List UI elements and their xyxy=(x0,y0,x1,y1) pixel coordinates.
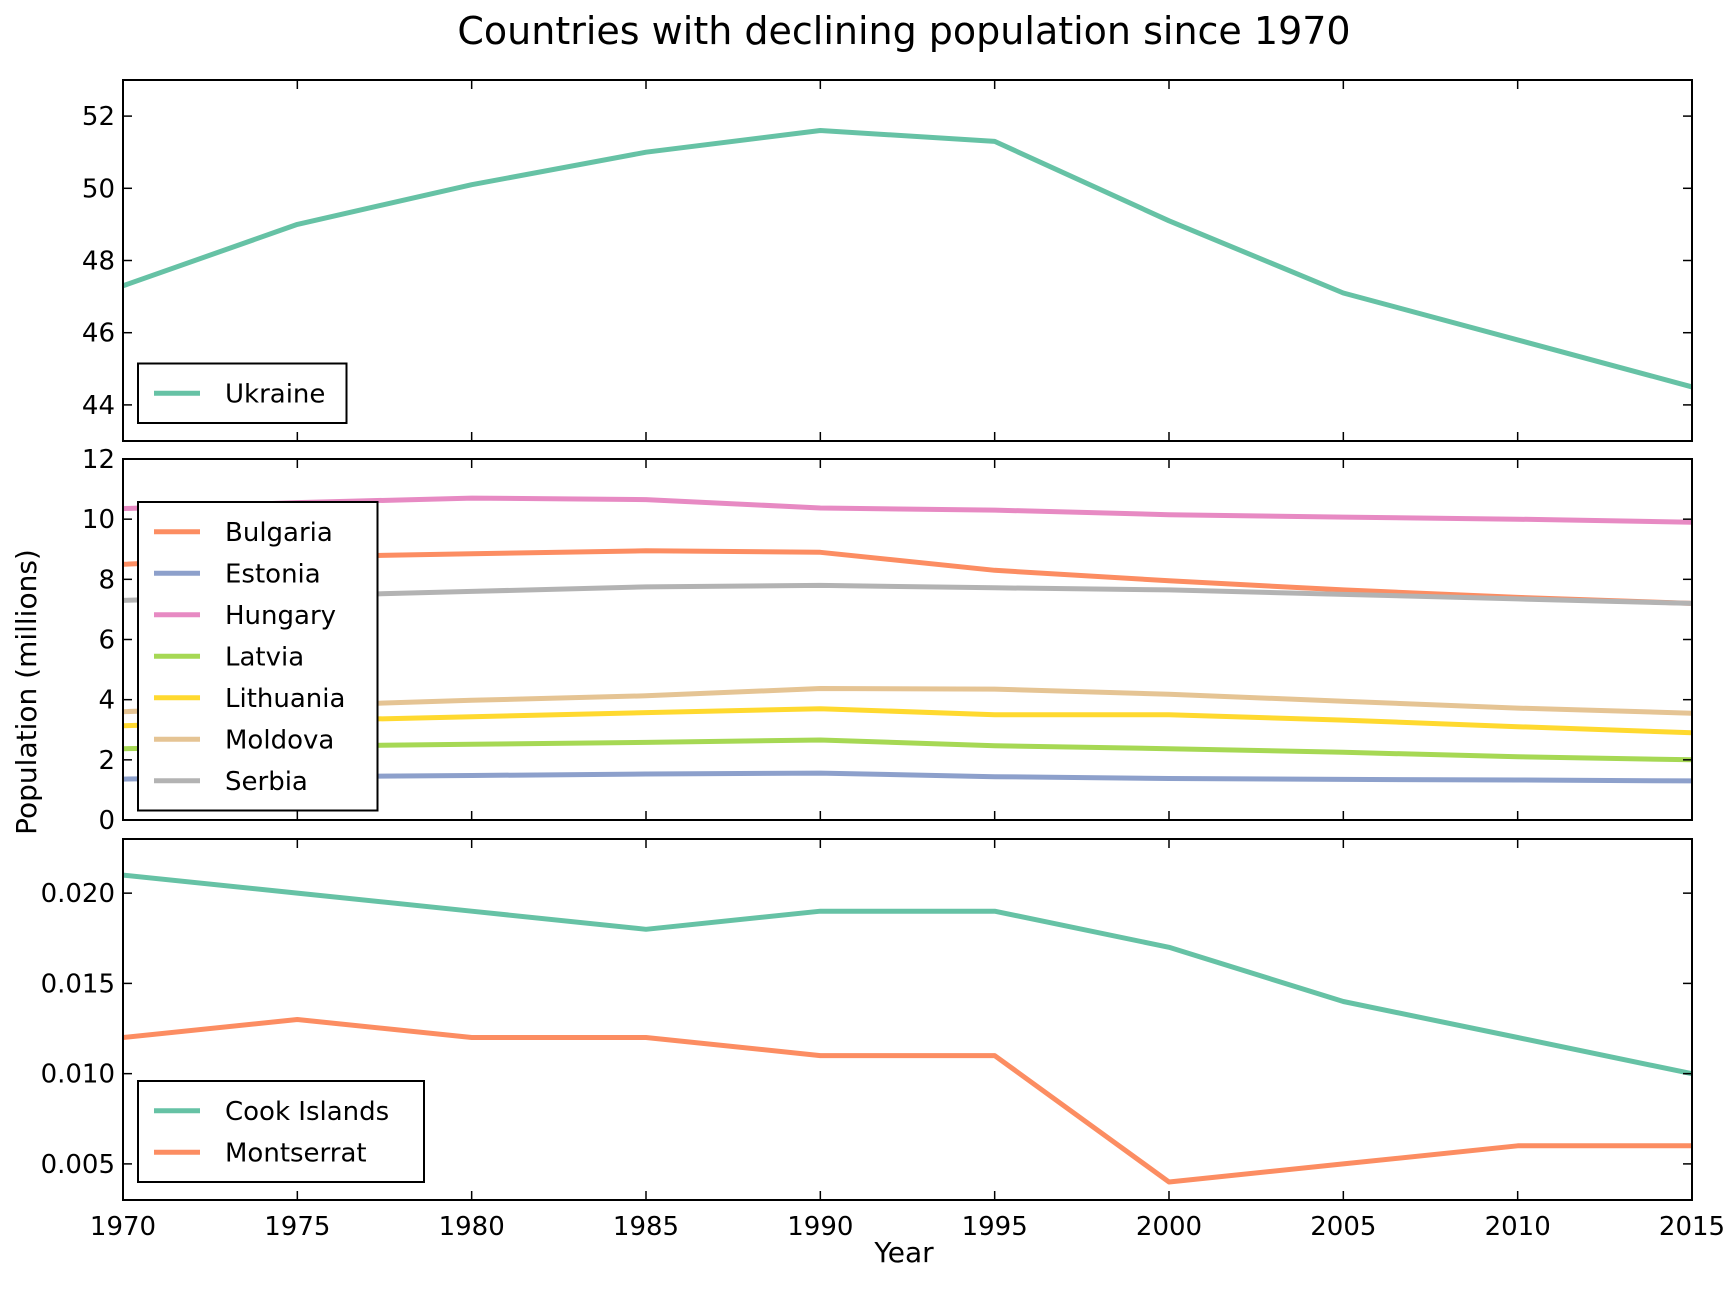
chart-title: Countries with declining population sinc… xyxy=(457,9,1350,53)
legend: Cook Islands Montserrat xyxy=(137,1080,425,1183)
x-tick-label: 2015 xyxy=(1659,1212,1725,1242)
legend-label-cook-islands: Cook Islands xyxy=(225,1097,389,1127)
panel-2: 0 2 4 6 8 10 12 Bulgaria Estonia Hungary Latvia Lit… xyxy=(82,445,1693,836)
panels-group: 4446485052Ukraine024681012BulgariaEstoni… xyxy=(41,79,1725,1242)
y-tick-label: 44 xyxy=(82,391,115,421)
y-tick-label: 8 xyxy=(98,565,115,595)
x-tick-label: 1975 xyxy=(264,1212,330,1242)
y-tick-label: 0.010 xyxy=(41,1060,115,1090)
legend: Bulgaria Estonia Hungary Latvia Lithuania Mol… xyxy=(137,501,379,812)
x-tick-label: 1990 xyxy=(787,1212,853,1242)
x-tick-label: 1980 xyxy=(439,1212,505,1242)
series-line-lithuania xyxy=(123,706,1692,736)
series-line-hungary xyxy=(123,495,1692,525)
legend-label-bulgaria: Bulgaria xyxy=(225,518,333,548)
y-tick-label: 4 xyxy=(98,686,115,716)
y-tick-label: 0.015 xyxy=(41,969,115,999)
axes-frame xyxy=(122,79,1693,442)
y-tick-label: 2 xyxy=(98,746,115,776)
legend-label-serbia: Serbia xyxy=(225,767,308,797)
x-tick-label: 2005 xyxy=(1310,1212,1376,1242)
legend-label-hungary: Hungary xyxy=(225,601,336,631)
legend-label-ukraine: Ukraine xyxy=(225,379,325,409)
legend-label-lithuania: Lithuania xyxy=(225,684,345,714)
x-axis-label: Year xyxy=(873,1236,934,1269)
series-line-cook-islands xyxy=(123,872,1692,1077)
y-tick-label: 50 xyxy=(82,174,115,204)
x-tick-label: 2000 xyxy=(1136,1212,1202,1242)
series-line-latvia xyxy=(123,737,1692,763)
axes-frame xyxy=(122,838,1693,1201)
axes-frame xyxy=(122,458,1693,821)
series-line-serbia xyxy=(123,582,1692,606)
x-tick-label: 1985 xyxy=(613,1212,679,1242)
y-tick-label: 12 xyxy=(82,445,115,475)
y-tick-label: 0.005 xyxy=(41,1150,115,1180)
legend-label-moldova: Moldova xyxy=(225,725,334,755)
legend-label-estonia: Estonia xyxy=(225,559,321,589)
y-axis-label: Population (millions) xyxy=(10,549,43,835)
panel-3: 0.005 0.010 0.015 0.020 Cook Islands Montserr… xyxy=(41,838,1693,1201)
legend-label-montserrat: Montserrat xyxy=(225,1138,367,1168)
series-line-ukraine xyxy=(123,128,1692,390)
x-tick-label: 1970 xyxy=(90,1212,156,1242)
legend-box xyxy=(137,1080,425,1183)
y-tick-label: 10 xyxy=(82,505,115,535)
y-tick-label: 6 xyxy=(98,626,115,656)
y-tick-label: 46 xyxy=(82,319,115,349)
legend-label-latvia: Latvia xyxy=(225,642,304,672)
x-tick-label: 1995 xyxy=(962,1212,1028,1242)
series-line-bulgaria xyxy=(123,548,1692,606)
panel-1: 44 46 48 50 52 Ukraine xyxy=(82,79,1693,442)
y-tick-label: 0 xyxy=(98,806,115,836)
legend: Ukraine xyxy=(137,362,348,424)
series-line-montserrat xyxy=(123,1017,1692,1185)
y-tick-label: 0.020 xyxy=(41,879,115,909)
y-tick-label: 52 xyxy=(82,102,115,132)
series-line-estonia xyxy=(123,770,1692,784)
x-tick-label: 2010 xyxy=(1485,1212,1551,1242)
y-tick-label: 48 xyxy=(82,247,115,277)
series-line-moldova xyxy=(123,686,1692,716)
